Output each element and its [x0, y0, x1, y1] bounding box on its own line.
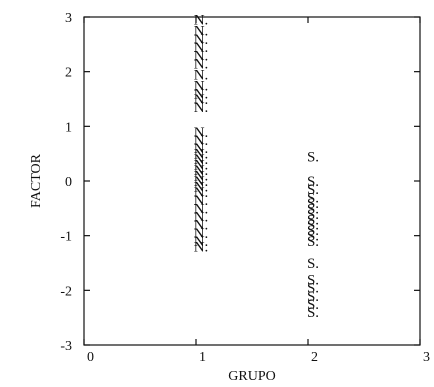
data-point: N.	[194, 240, 209, 256]
data-point: S.	[307, 223, 319, 239]
data-point: S.	[307, 234, 319, 250]
data-point: N.	[194, 226, 209, 242]
data-point: N.	[194, 169, 209, 185]
axis-ticks: 3 2 1 0 -1 -2 -3 0 1 2 3	[60, 11, 430, 365]
x-tick-label: 0	[87, 350, 94, 365]
data-point: N.	[194, 125, 209, 141]
data-point: N.	[194, 133, 209, 149]
x-tick-label: 3	[423, 350, 430, 365]
data-point: S.	[307, 190, 319, 206]
data-point: N.	[194, 163, 209, 179]
data-point: S.	[307, 289, 319, 305]
y-tick-label: 0	[65, 175, 72, 190]
y-tick-label: 2	[65, 66, 72, 81]
data-point: N.	[194, 56, 209, 72]
data-point: S.	[307, 305, 319, 321]
y-tick-label: -3	[60, 339, 72, 354]
data-point: S.	[307, 218, 319, 234]
data-point: N.	[194, 100, 209, 116]
data-point: N.	[194, 201, 209, 217]
data-point: N.	[194, 141, 209, 157]
data-point: N.	[194, 13, 209, 29]
data-point: N.	[194, 193, 209, 209]
data-point: N.	[194, 179, 209, 195]
x-tick-label: 1	[199, 350, 206, 365]
data-point: N.	[194, 40, 209, 56]
data-points: N.N.N.N.N.N.N.N.N.N.N.N.N.N.N.N.N.N.N.N.…	[194, 13, 319, 321]
data-point: N.	[194, 152, 209, 168]
data-point: N.	[194, 87, 209, 103]
data-point: S.	[307, 256, 319, 272]
data-point: S.	[307, 174, 319, 190]
data-point: N.	[194, 174, 209, 190]
y-tick-label: 3	[65, 11, 72, 26]
data-point: S.	[307, 182, 319, 198]
y-tick-label: -2	[60, 284, 72, 299]
data-point: N.	[194, 48, 209, 64]
data-point: N.	[194, 92, 209, 108]
plot-frame	[83, 16, 421, 346]
data-point: S.	[307, 196, 319, 212]
y-tick-label: -1	[60, 230, 72, 245]
data-point: S.	[307, 229, 319, 245]
data-point: N.	[194, 234, 209, 250]
data-point: N.	[194, 78, 209, 94]
data-point: S.	[307, 297, 319, 313]
data-point: N.	[194, 24, 209, 40]
data-point: S.	[307, 212, 319, 228]
data-point: S.	[307, 149, 319, 165]
data-point: N.	[194, 185, 209, 201]
data-point: S.	[307, 272, 319, 288]
data-point: S.	[307, 201, 319, 217]
data-point: N.	[194, 158, 209, 174]
data-point: N.	[194, 218, 209, 234]
data-point: N.	[194, 147, 209, 163]
x-tick-label: 2	[311, 350, 318, 365]
data-point: N.	[194, 32, 209, 48]
y-tick-label: 1	[65, 120, 72, 135]
y-axis-title: FACTOR	[29, 153, 44, 208]
data-point: S.	[307, 207, 319, 223]
data-point: S.	[307, 281, 319, 297]
data-point: N.	[194, 210, 209, 226]
data-point: N.	[194, 67, 209, 83]
x-axis-title: GRUPO	[228, 369, 275, 384]
